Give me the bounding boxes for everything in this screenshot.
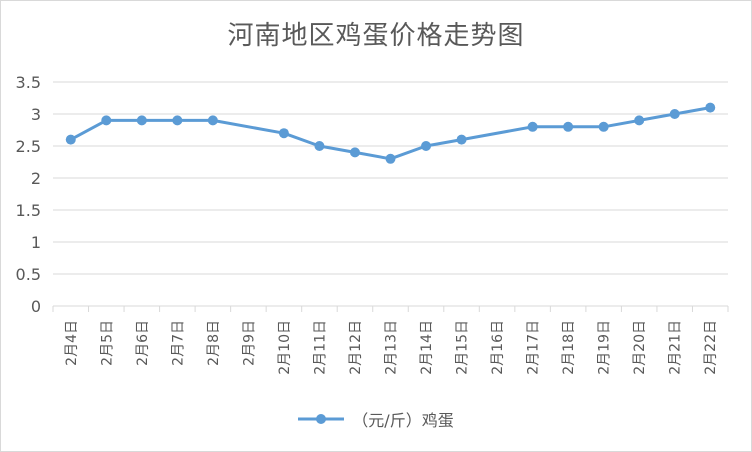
- y-tick-label: 1.5: [16, 201, 41, 220]
- x-tick-label: 2月6日: [135, 320, 151, 366]
- x-tick-label: 2月5日: [99, 320, 115, 366]
- data-point: [314, 141, 325, 151]
- y-tick-label: 1: [31, 233, 41, 252]
- data-point: [456, 134, 467, 145]
- legend: （元/斤）鸡蛋: [1, 407, 751, 431]
- x-tick-label: 2月7日: [170, 320, 186, 366]
- x-tick-label: 2月10日: [277, 320, 293, 375]
- x-tick-label: 2月17日: [526, 320, 542, 375]
- data-point: [421, 141, 432, 151]
- x-tick-label: 2月22日: [703, 320, 719, 375]
- y-tick-label: 0.5: [16, 265, 41, 284]
- data-point: [101, 115, 112, 126]
- x-tick-label: 2月11日: [312, 320, 328, 375]
- data-point: [634, 115, 645, 126]
- series-line: [70, 106, 711, 161]
- data-point: [65, 134, 76, 145]
- data-point: [136, 115, 147, 126]
- x-tick-label: 2月15日: [455, 320, 471, 375]
- y-tick-label: 2.5: [16, 137, 41, 156]
- x-tick-label: 2月12日: [348, 320, 364, 375]
- y-tick-label: 3.5: [16, 73, 41, 92]
- x-tick-label: 2月4日: [64, 320, 80, 366]
- x-tick-label: 2月13日: [384, 320, 400, 375]
- x-tick-label: 2月14日: [419, 320, 435, 375]
- data-point: [669, 109, 680, 119]
- x-tick-label: 2月19日: [597, 320, 613, 375]
- chart-title: 河南地区鸡蛋价格走势图: [227, 21, 525, 51]
- y-tick-label: 2: [31, 169, 41, 188]
- data-point: [527, 121, 538, 132]
- x-tick-label: 2月8日: [206, 320, 222, 366]
- y-tick-label: 0: [31, 297, 41, 316]
- x-tick-label: 2月16日: [490, 320, 506, 375]
- data-point: [172, 115, 183, 126]
- y-tick-label: 3: [31, 105, 41, 124]
- legend-line-marker-icon: [298, 414, 345, 424]
- data-point: [278, 128, 289, 139]
- data-point: [207, 115, 218, 126]
- x-tick-label: 2月18日: [561, 320, 577, 375]
- data-point: [385, 153, 396, 164]
- x-tick-label: 2月21日: [668, 320, 684, 375]
- legend-label: （元/斤）鸡蛋: [352, 411, 454, 430]
- data-point: [705, 102, 716, 113]
- x-tick-label: 2月9日: [241, 320, 257, 366]
- x-tick-label: 2月20日: [632, 320, 648, 375]
- data-point: [349, 147, 360, 158]
- data-point: [563, 121, 574, 132]
- data-point: [598, 121, 609, 132]
